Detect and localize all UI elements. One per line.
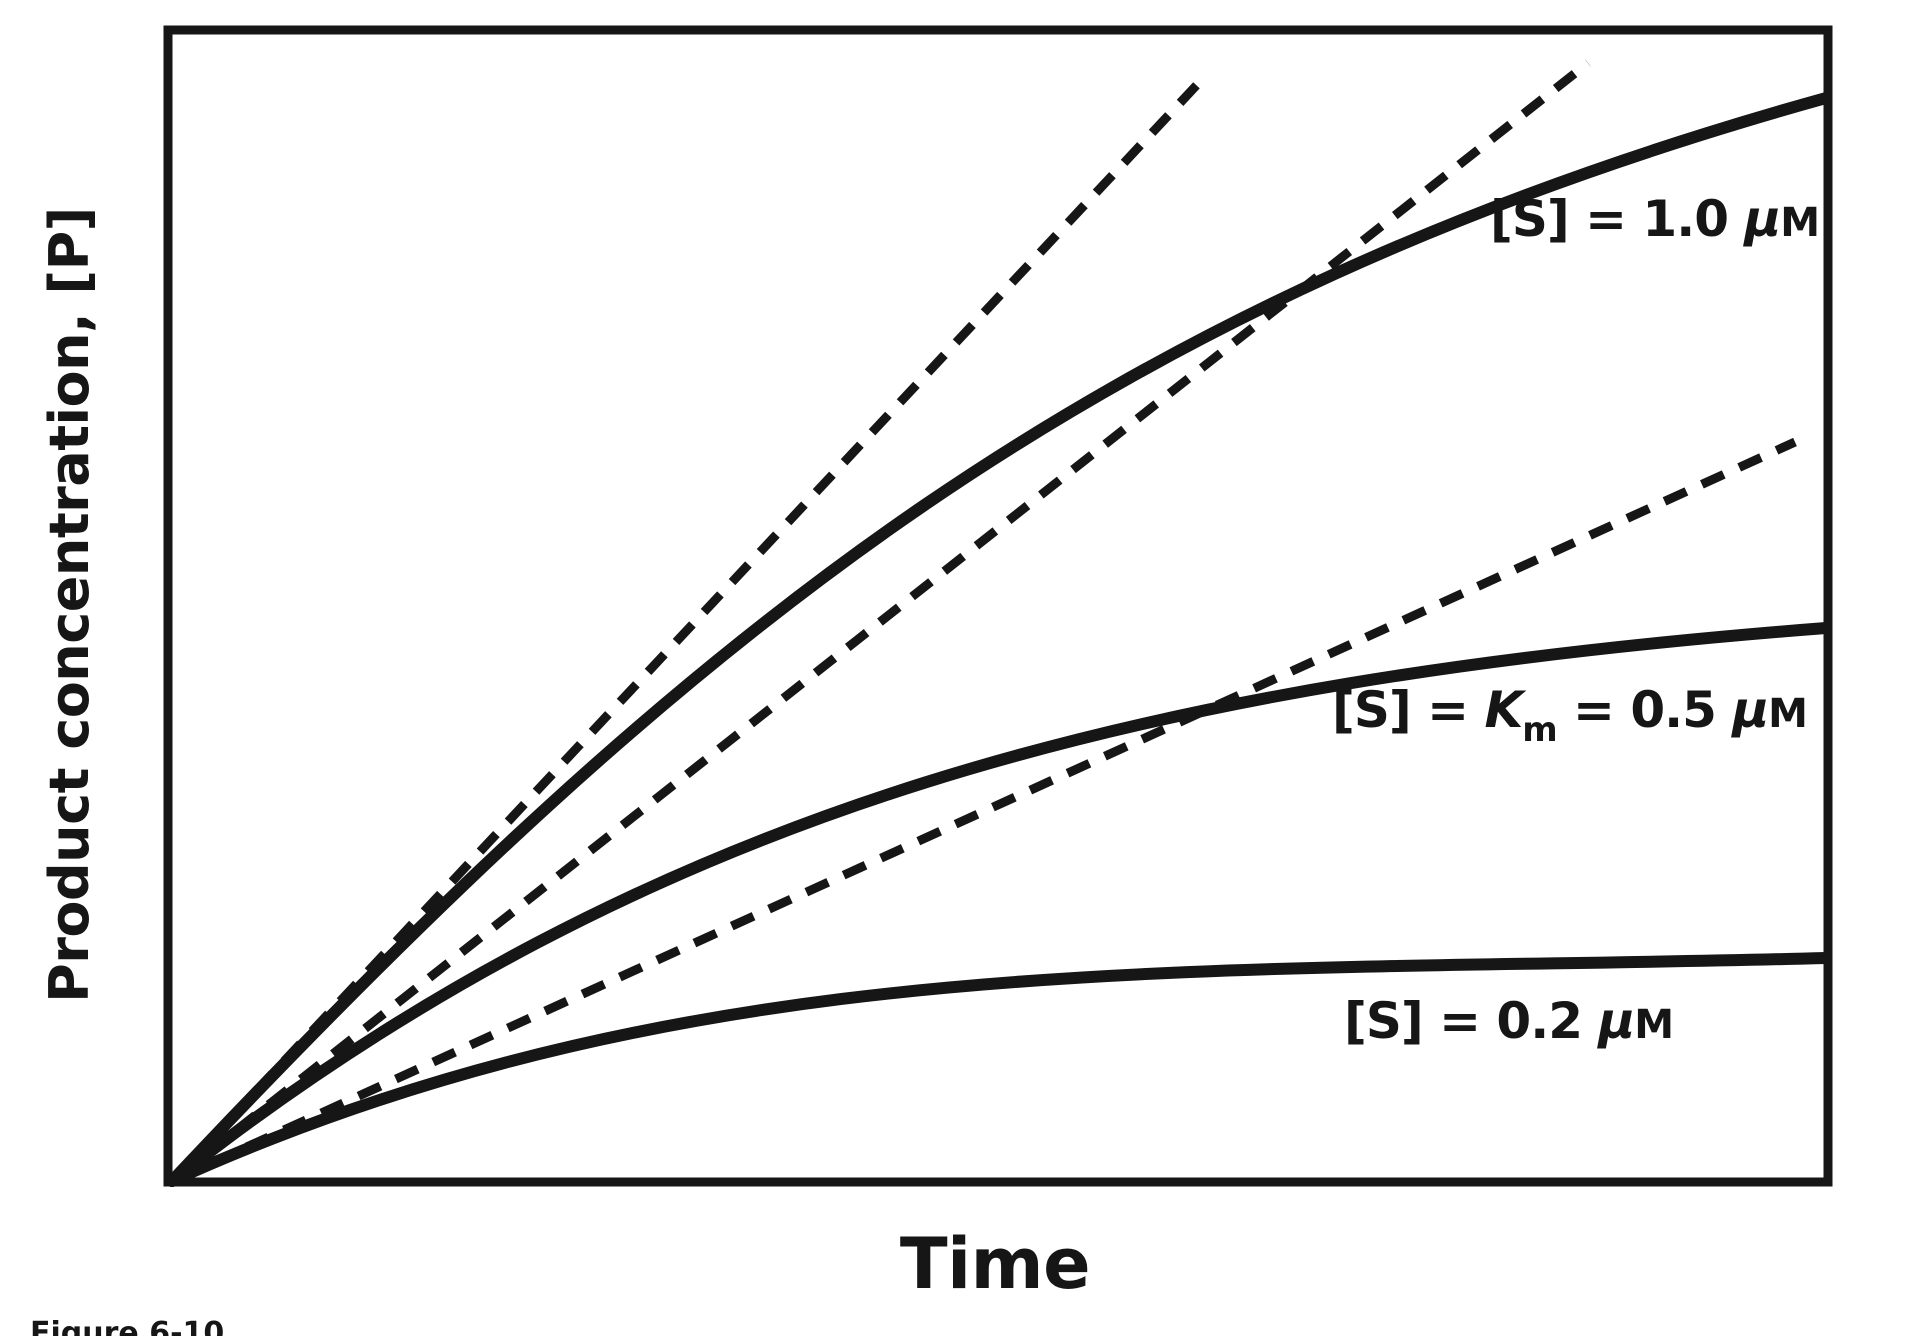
curve-label-s-1.0: [S] = 1.0 μM	[1490, 190, 1819, 248]
y-axis-label: Product concentration, [P]	[38, 207, 101, 1003]
curve-label-s-0.5-value: = 0.5	[1557, 681, 1733, 739]
curve-label-s-0.2: [S] = 0.2 μM	[1344, 992, 1673, 1050]
curve-s-0.5	[166, 622, 1832, 1187]
mu-symbol: μ	[1742, 190, 1780, 248]
km-symbol: K	[1484, 681, 1526, 739]
curve-label-s-0.5: [S] = Km = 0.5 μM	[1332, 681, 1807, 750]
micromolar-unit: M	[1768, 691, 1807, 737]
figure-caption: Figure 6-10	[30, 1316, 224, 1336]
mu-symbol: μ	[1730, 681, 1768, 739]
tangent-s-1.0	[168, 69, 1212, 1185]
curve-s-1.0	[166, 92, 1832, 1187]
micromolar-unit: M	[1780, 200, 1819, 246]
mu-symbol: μ	[1596, 992, 1634, 1050]
tangent-s-0.2	[170, 437, 1797, 1186]
micromolar-unit: M	[1634, 1002, 1673, 1048]
curve-label-s-0.5-text: [S] =	[1332, 681, 1484, 739]
km-subscript: m	[1522, 710, 1556, 750]
x-axis-label: Time	[900, 1223, 1090, 1305]
curve-s-0.2	[166, 952, 1832, 1187]
curve-label-s-1.0-text: [S] = 1.0	[1490, 190, 1744, 248]
tangent-s-0.5	[169, 59, 1591, 1185]
plot-border	[163, 25, 1833, 1187]
curve-label-s-0.2-text: [S] = 0.2	[1344, 992, 1598, 1050]
